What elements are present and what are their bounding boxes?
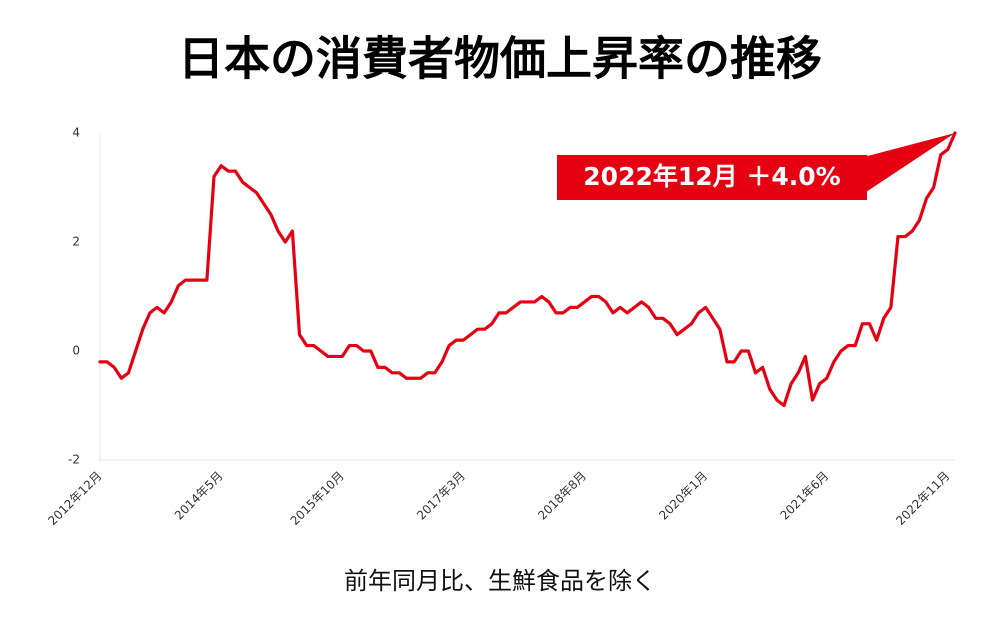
caption: 前年同月比、生鮮食品を除く — [344, 567, 656, 595]
y-tick-label: -2 — [68, 453, 80, 467]
y-tick-label: 0 — [72, 344, 80, 358]
annotation-pointer — [860, 133, 955, 196]
x-tick-label: 2022年11月 — [893, 469, 952, 528]
x-tick-label: 2017年3月 — [414, 469, 468, 523]
chart-title: 日本の消費者物価上昇率の推移 — [178, 32, 822, 86]
y-tick-label: 4 — [72, 126, 80, 140]
x-tick-label: 2018年8月 — [535, 469, 589, 523]
annotation-box — [557, 155, 867, 200]
data-line — [98, 131, 957, 408]
annotation: 2022年12月 ＋4.0% — [583, 162, 840, 191]
y-tick-label: 2 — [72, 235, 80, 249]
x-tick-label: 2020年1月 — [656, 469, 710, 523]
x-tick-label: 2015年10月 — [288, 469, 347, 528]
x-tick-label: 2021年6月 — [777, 469, 831, 523]
x-tick-label: 2014年5月 — [172, 469, 226, 523]
x-tick-label: 2012年12月 — [45, 469, 104, 528]
